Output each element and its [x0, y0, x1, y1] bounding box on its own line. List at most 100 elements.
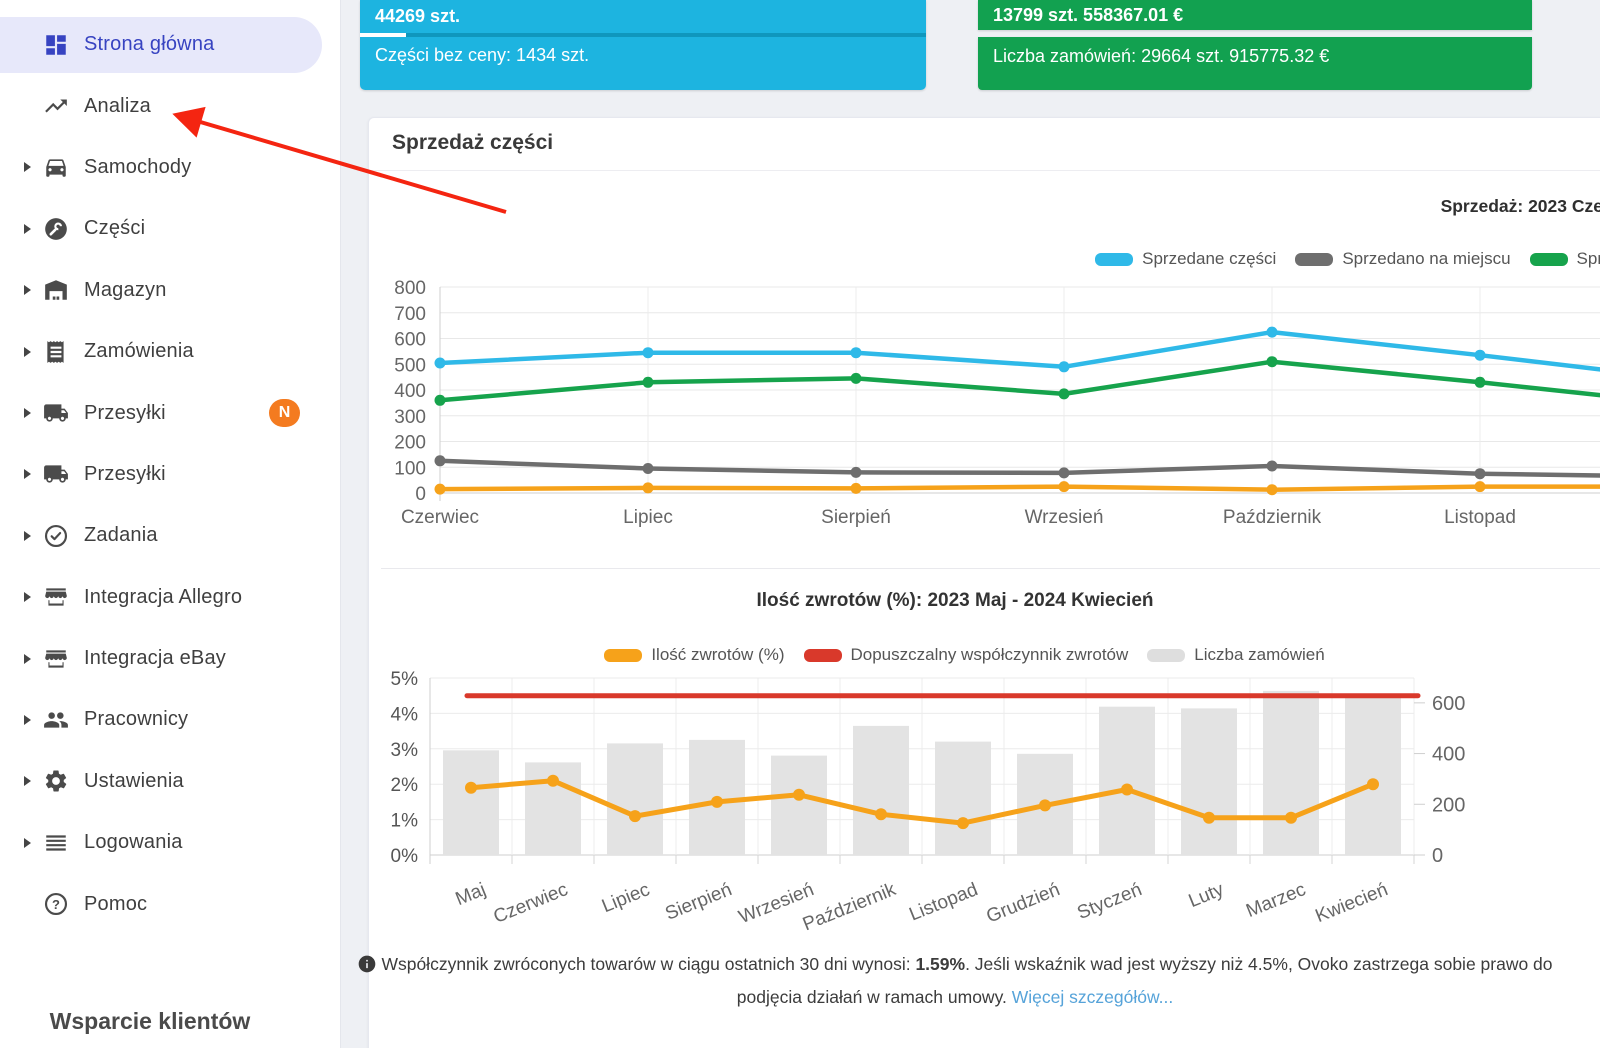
sidebar-item-pracownicy[interactable]: Pracownicy [0, 689, 340, 750]
legend-label: Ilość zwrotów (%) [651, 645, 785, 664]
svg-text:Maj: Maj [453, 879, 489, 910]
chevron-right-icon[interactable] [22, 223, 42, 235]
svg-text:Luty: Luty [1186, 879, 1228, 912]
sidebar-item-label: Zadania [84, 524, 158, 547]
footnote-text: Współczynnik zwróconych towarów w ciągu … [381, 954, 916, 974]
sidebar-item-label: Samochody [84, 155, 192, 178]
legend-item[interactable]: Dopuszczalny współczynnik zwrotów [803, 645, 1128, 665]
chevron-right-icon[interactable] [22, 468, 42, 480]
sidebar-item-magazyn[interactable]: Magazyn [0, 260, 340, 321]
parts-without-price: Części bez ceny: 1434 szt. [360, 37, 926, 90]
legend-item[interactable]: Sprzedane części [1095, 249, 1276, 269]
legend-label: Sprzedano na miejscu [1342, 249, 1511, 268]
help-icon: ? [42, 891, 69, 918]
svg-text:700: 700 [394, 304, 426, 325]
svg-text:0%: 0% [391, 846, 419, 867]
sidebar-item-label: Zamówienia [84, 340, 194, 363]
sidebar-item-integracja-allegro[interactable]: Integracja Allegro [0, 567, 340, 628]
sidebar-item-samochody[interactable]: Samochody [0, 137, 340, 198]
sidebar-item-label: Integracja eBay [84, 647, 226, 670]
footnote-rate: 1.59% [915, 954, 966, 974]
parts-summary-card[interactable]: 44269 szt. Części bez ceny: 1434 szt. [360, 0, 926, 90]
car-icon [42, 154, 69, 181]
svg-text:?: ? [52, 897, 60, 912]
parts-count: 44269 szt. [360, 0, 926, 33]
card-header-divider [369, 170, 1600, 171]
card-title: Sprzedaż części [392, 131, 554, 154]
chevron-right-icon[interactable] [22, 284, 42, 296]
gear-icon [42, 768, 69, 795]
legend-item[interactable]: Ilość zwrotów (%) [604, 645, 785, 665]
series-line [434, 481, 1600, 496]
sidebar-item-pomoc[interactable]: ? Pomoc [0, 873, 340, 934]
returns-chart-title: Ilość zwrotów (%): 2023 Maj - 2024 Kwiec… [756, 590, 1154, 611]
sidebar-item-przesyłki[interactable]: Przesyłki [0, 444, 340, 505]
sidebar-item-ustawienia[interactable]: Ustawienia [0, 751, 340, 812]
series-spr [434, 356, 1600, 406]
legend-item[interactable]: Spr [1529, 249, 1600, 269]
truck-icon [42, 400, 69, 427]
list-icon [42, 829, 69, 856]
svg-text:0: 0 [1432, 845, 1443, 867]
svg-text:Sierpień: Sierpień [821, 507, 891, 528]
svg-text:Styczeń: Styczeń [1074, 879, 1145, 924]
sales-chart-card [368, 117, 1600, 1048]
chevron-right-icon[interactable] [22, 591, 42, 603]
sidebar-item-label: Części [84, 217, 146, 240]
trending-up-icon [42, 93, 69, 120]
sidebar-item-label: Ustawienia [84, 769, 184, 792]
chevron-right-icon[interactable] [22, 837, 42, 849]
parts-card-divider [360, 33, 926, 37]
series-sprzedano-na-miejscu [434, 455, 1600, 480]
series-liczba-zam-wie- [443, 690, 1401, 855]
sidebar: Strona główna Analiza Samochody Części Magaz… [0, 0, 341, 1048]
svg-text:Marzec: Marzec [1243, 879, 1309, 922]
svg-text:2%: 2% [391, 775, 419, 796]
legend-swatch [1529, 252, 1568, 266]
svg-text:1%: 1% [391, 811, 419, 832]
chevron-right-icon[interactable] [22, 161, 42, 173]
orders-count: Liczba zamówień: 29664 szt. 915775.32 € [978, 37, 1532, 90]
legend-item[interactable]: Liczba zamówień [1147, 645, 1325, 665]
chevron-right-icon[interactable] [22, 407, 42, 419]
svg-text:100: 100 [394, 458, 426, 479]
sidebar-item-label: Przesyłki [84, 462, 166, 485]
legend-label: Liczba zamówień [1194, 645, 1325, 664]
svg-text:5%: 5% [391, 669, 419, 690]
sidebar-item-label: Magazyn [84, 278, 167, 301]
sidebar-item-label: Strona główna [84, 33, 215, 56]
sidebar-item-label: Integracja Allegro [84, 585, 243, 608]
receipt-icon [42, 338, 69, 365]
sales-chart-legend: Sprzedane części Sprzedano na miejscu Spr [1076, 249, 1600, 269]
chevron-right-icon[interactable] [22, 530, 42, 542]
people-icon [42, 706, 69, 733]
sidebar-item-zadania[interactable]: Zadania [0, 505, 340, 566]
chevron-right-icon[interactable] [22, 714, 42, 726]
legend-swatch [1295, 252, 1334, 266]
legend-label: Spr [1576, 249, 1600, 268]
more-details-link[interactable]: Więcej szczegółów... [1011, 987, 1174, 1007]
sidebar-item-label: Pomoc [84, 892, 148, 915]
chevron-right-icon[interactable] [22, 346, 42, 358]
svg-text:3%: 3% [391, 740, 419, 761]
sidebar-item-przesyłki[interactable]: Przesyłki N [0, 382, 340, 443]
svg-text:400: 400 [394, 381, 426, 402]
sidebar-item-strona-główna[interactable]: Strona główna [0, 14, 340, 75]
svg-text:Październik: Październik [800, 879, 899, 935]
svg-text:Kwiecień: Kwiecień [1312, 879, 1390, 927]
sidebar-item-zamówienia[interactable]: Zamówienia [0, 321, 340, 382]
orders-summary-card[interactable]: 13799 szt. 558367.01 € Liczba zamówień: … [978, 0, 1532, 90]
charts-divider [381, 568, 1600, 569]
sidebar-item-integracja-ebay[interactable]: Integracja eBay [0, 628, 340, 689]
sidebar-item-analiza[interactable]: Analiza [0, 75, 340, 136]
chevron-right-icon[interactable] [22, 775, 42, 787]
svg-text:Lipiec: Lipiec [599, 879, 653, 917]
sidebar-item-logowania[interactable]: Logowania [0, 812, 340, 873]
sidebar-item-części[interactable]: Części [0, 198, 340, 259]
chevron-right-icon[interactable] [22, 653, 42, 665]
svg-text:Lipiec: Lipiec [623, 507, 673, 528]
orders-value: 13799 szt. 558367.01 € [978, 0, 1532, 30]
legend-item[interactable]: Sprzedano na miejscu [1295, 249, 1511, 269]
dashboard-icon [42, 31, 69, 58]
